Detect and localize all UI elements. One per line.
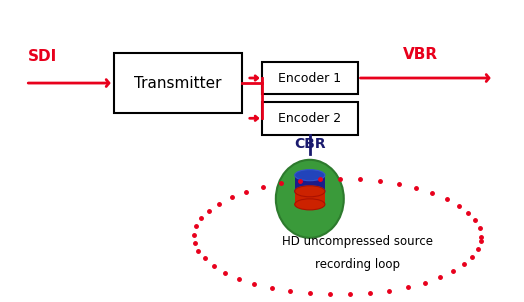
FancyBboxPatch shape bbox=[114, 53, 242, 113]
Ellipse shape bbox=[294, 199, 325, 210]
Text: recording loop: recording loop bbox=[315, 258, 400, 271]
Text: HD uncompressed source: HD uncompressed source bbox=[282, 235, 433, 248]
Text: CBR: CBR bbox=[294, 137, 325, 151]
Text: Encoder 1: Encoder 1 bbox=[278, 72, 341, 85]
FancyBboxPatch shape bbox=[262, 62, 358, 95]
Bar bbox=[294, 191, 325, 204]
Bar bbox=[294, 175, 325, 191]
Ellipse shape bbox=[294, 170, 325, 181]
FancyBboxPatch shape bbox=[262, 102, 358, 135]
Text: VBR: VBR bbox=[403, 47, 438, 62]
Ellipse shape bbox=[276, 160, 344, 238]
Text: Encoder 2: Encoder 2 bbox=[278, 112, 341, 125]
Text: Transmitter: Transmitter bbox=[134, 76, 222, 91]
Ellipse shape bbox=[294, 186, 325, 197]
Text: SDI: SDI bbox=[28, 50, 57, 64]
Ellipse shape bbox=[294, 186, 325, 197]
